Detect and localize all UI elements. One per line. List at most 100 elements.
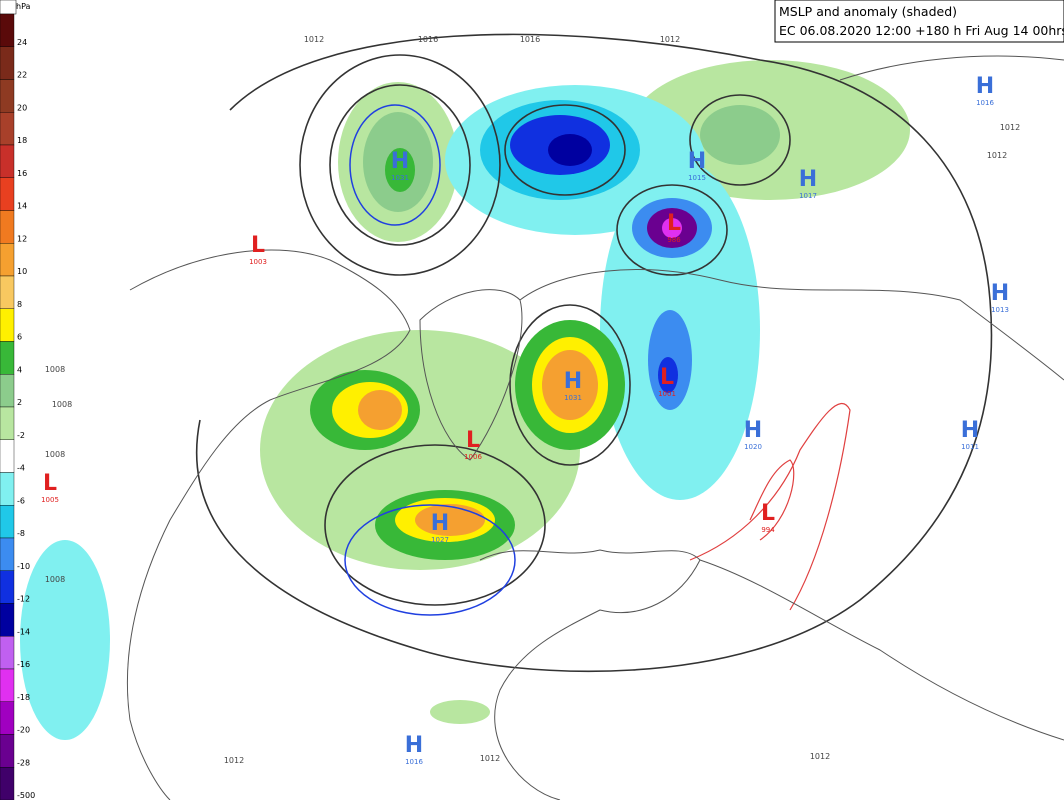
color-swatch bbox=[0, 701, 15, 735]
scale-label: 8 bbox=[17, 300, 22, 309]
center-letter: L bbox=[761, 501, 775, 526]
coastlines bbox=[126, 55, 1064, 800]
scale-label: -4 bbox=[17, 464, 25, 473]
center-pressure: 1011 bbox=[961, 443, 979, 451]
color-swatch bbox=[0, 570, 15, 604]
center-pressure: 1005 bbox=[41, 496, 59, 504]
center-pressure: 1017 bbox=[799, 192, 817, 200]
color-swatch bbox=[0, 79, 15, 113]
color-swatch bbox=[0, 13, 15, 47]
pressure-centers: H1031L1003H1015H1016H1017L986H1013L1001H… bbox=[41, 74, 1009, 766]
title-frame bbox=[774, 0, 1064, 43]
color-swatch bbox=[0, 177, 15, 211]
center-pressure: 1031 bbox=[391, 174, 409, 182]
scale-label: -16 bbox=[17, 660, 30, 669]
scale-label: -10 bbox=[17, 562, 30, 571]
color-swatch bbox=[0, 636, 15, 670]
isobar-label: 1008 bbox=[52, 400, 72, 409]
scale-label: -20 bbox=[17, 726, 30, 735]
isobar-label: 1008 bbox=[45, 450, 65, 459]
scale-label: 6 bbox=[17, 333, 22, 342]
isobar-label: 1012 bbox=[1000, 123, 1020, 132]
center-letter: L bbox=[43, 471, 57, 496]
color-swatch bbox=[0, 374, 15, 408]
isobar-labels: 1012 1016 1016 1012 1012 1012 1008 1008 1008 1008… bbox=[45, 35, 1020, 765]
isobar-label: 1012 bbox=[810, 752, 830, 761]
center-pressure: 1016 bbox=[405, 758, 423, 766]
color-swatch bbox=[0, 144, 15, 178]
color-swatch bbox=[0, 210, 15, 244]
isobar-label: 1016 bbox=[418, 35, 438, 44]
color-swatch bbox=[0, 341, 15, 375]
color-swatch bbox=[0, 46, 15, 80]
color-swatch bbox=[0, 767, 15, 800]
center-letter: H bbox=[976, 74, 994, 99]
center-letter: H bbox=[391, 149, 409, 174]
isobar-label: 1016 bbox=[520, 35, 540, 44]
color-swatch bbox=[0, 668, 15, 702]
color-swatch bbox=[0, 734, 15, 768]
color-swatch bbox=[0, 505, 15, 539]
scale-label: -28 bbox=[17, 758, 30, 767]
scale-label: -14 bbox=[17, 627, 30, 636]
isobar-label: 1012 bbox=[480, 754, 500, 763]
isobar-label: 1012 bbox=[224, 756, 244, 765]
isobar-label: 1012 bbox=[304, 35, 324, 44]
title-box: MSLP and anomaly (shaded) EC 06.08.2020 … bbox=[774, 0, 1064, 43]
scale-label: 16 bbox=[17, 169, 27, 178]
color-swatch bbox=[0, 472, 15, 506]
isobars bbox=[195, 33, 993, 673]
subtitle: EC 06.08.2020 12:00 +180 h Fri Aug 14 00… bbox=[779, 23, 1064, 38]
color-swatch bbox=[0, 537, 15, 571]
unit-label: hPa bbox=[16, 2, 31, 11]
center-letter: H bbox=[991, 281, 1009, 306]
isobar-label: 1012 bbox=[660, 35, 680, 44]
center-pressure: 1006 bbox=[464, 453, 482, 461]
scale-label: 10 bbox=[17, 267, 27, 276]
center-letter: H bbox=[564, 369, 582, 394]
center-letter: L bbox=[466, 428, 480, 453]
color-swatch bbox=[0, 112, 15, 146]
scale-label: 12 bbox=[17, 234, 27, 243]
color-swatch bbox=[0, 243, 15, 277]
anomaly-shading bbox=[20, 60, 910, 740]
center-letter: H bbox=[431, 511, 449, 536]
color-swatch bbox=[0, 603, 15, 637]
color-swatch bbox=[0, 406, 15, 440]
scale-label: -2 bbox=[17, 431, 25, 440]
scale-label: 14 bbox=[17, 202, 27, 211]
center-pressure: 1020 bbox=[744, 443, 762, 451]
center-letter: H bbox=[799, 167, 817, 192]
center-pressure: 1015 bbox=[688, 174, 706, 182]
scale-label: 24 bbox=[17, 38, 27, 47]
title: MSLP and anomaly (shaded) bbox=[779, 4, 957, 19]
scale-label: -18 bbox=[17, 693, 30, 702]
center-pressure: 1016 bbox=[976, 99, 994, 107]
center-pressure: 1001 bbox=[658, 390, 676, 398]
scale-label: 18 bbox=[17, 136, 27, 145]
center-pressure: 994 bbox=[761, 526, 775, 534]
scale-label: 2 bbox=[17, 398, 22, 407]
color-scale: hPa 24 22 20 18 16 14 12 10 8 6 4 2 -2 -4 -6 -8 -10 -12 -1… bbox=[0, 0, 35, 800]
scale-label: 20 bbox=[17, 103, 27, 112]
scale-label: -6 bbox=[17, 496, 25, 505]
isobar-label: 1012 bbox=[987, 151, 1007, 160]
center-letter: H bbox=[688, 149, 706, 174]
unit-box bbox=[0, 0, 17, 15]
scale-label: -500 bbox=[17, 791, 35, 800]
center-letter: H bbox=[744, 418, 762, 443]
center-pressure: 1013 bbox=[991, 306, 1009, 314]
isobar-label: 1008 bbox=[45, 365, 65, 374]
center-letter: L bbox=[660, 365, 674, 390]
center-letter: H bbox=[961, 418, 979, 443]
center-letter: H bbox=[405, 733, 423, 758]
center-pressure: 986 bbox=[667, 236, 681, 244]
center-pressure: 1027 bbox=[431, 536, 449, 544]
color-swatch bbox=[0, 439, 15, 473]
center-letter: L bbox=[251, 233, 265, 258]
center-letter: L bbox=[667, 211, 681, 236]
scale-label: 4 bbox=[17, 365, 22, 374]
isobar-label: 1008 bbox=[45, 575, 65, 584]
scale-label: -8 bbox=[17, 529, 25, 538]
